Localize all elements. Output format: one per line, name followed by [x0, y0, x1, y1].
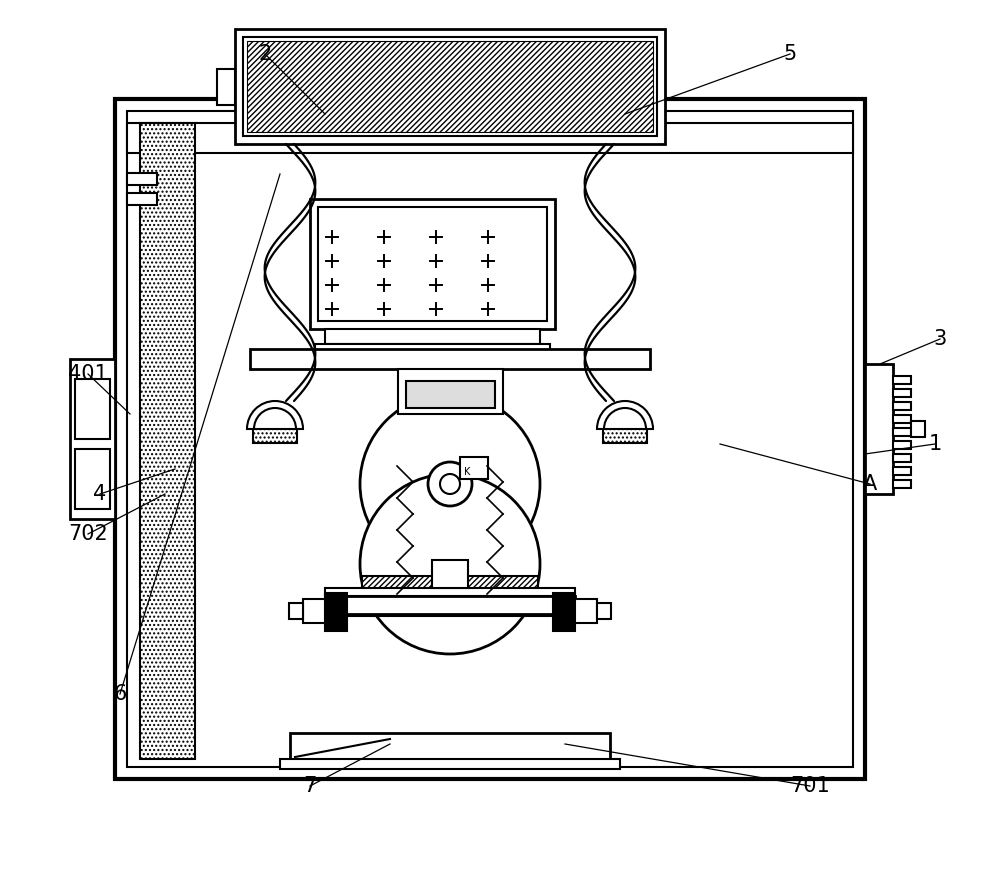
Bar	[75, 449, 110, 509]
Bar	[325, 588, 575, 596]
Bar	[280, 759, 620, 769]
Bar	[354, 594, 546, 606]
Bar	[243, 37, 657, 136]
Text: 4: 4	[93, 484, 107, 504]
Circle shape	[428, 462, 472, 506]
Bar	[290, 733, 610, 761]
Bar	[406, 381, 495, 408]
Bar	[127, 123, 853, 153]
Bar	[75, 379, 110, 439]
Bar	[235, 29, 665, 144]
Text: 7: 7	[303, 776, 317, 796]
Text: 702: 702	[68, 524, 108, 544]
Text: 401: 401	[68, 364, 108, 384]
Bar	[553, 593, 575, 631]
Bar	[865, 364, 893, 494]
Bar	[127, 173, 157, 185]
Bar	[250, 349, 650, 369]
Bar	[893, 480, 911, 488]
Text: 5: 5	[783, 44, 797, 64]
Bar	[460, 457, 488, 479]
Bar	[325, 596, 575, 614]
Bar	[289, 603, 303, 619]
Bar	[893, 454, 911, 462]
Bar	[893, 389, 911, 397]
Wedge shape	[247, 401, 303, 429]
Bar	[893, 415, 911, 423]
Circle shape	[360, 474, 540, 654]
Text: A: A	[863, 474, 877, 494]
Bar	[893, 402, 911, 410]
Bar	[247, 41, 653, 132]
Bar	[253, 429, 297, 443]
Bar	[575, 599, 597, 623]
Wedge shape	[597, 401, 653, 429]
Bar	[911, 421, 925, 437]
Text: 6: 6	[113, 684, 127, 704]
Bar	[318, 207, 547, 321]
Bar	[893, 428, 911, 436]
Bar	[893, 441, 911, 449]
Text: 701: 701	[790, 776, 830, 796]
Bar	[315, 344, 550, 357]
Bar	[310, 199, 555, 329]
Bar	[325, 593, 347, 631]
Bar	[893, 376, 911, 384]
Bar	[432, 560, 468, 588]
Bar	[303, 599, 325, 623]
Bar	[398, 369, 503, 414]
Bar	[127, 111, 853, 767]
Bar	[344, 606, 556, 616]
Text: 3: 3	[933, 329, 947, 349]
Text: K: K	[464, 467, 470, 477]
Bar	[115, 99, 865, 779]
Circle shape	[440, 474, 460, 494]
Bar	[597, 603, 611, 619]
Circle shape	[360, 394, 540, 574]
Bar	[140, 123, 195, 759]
Bar	[893, 467, 911, 475]
Bar	[70, 359, 115, 519]
Bar	[325, 329, 540, 344]
Bar	[603, 429, 647, 443]
Text: 1: 1	[928, 434, 942, 454]
Bar	[127, 193, 157, 205]
Bar	[217, 69, 235, 105]
Text: 2: 2	[258, 44, 272, 64]
Bar	[362, 576, 538, 594]
